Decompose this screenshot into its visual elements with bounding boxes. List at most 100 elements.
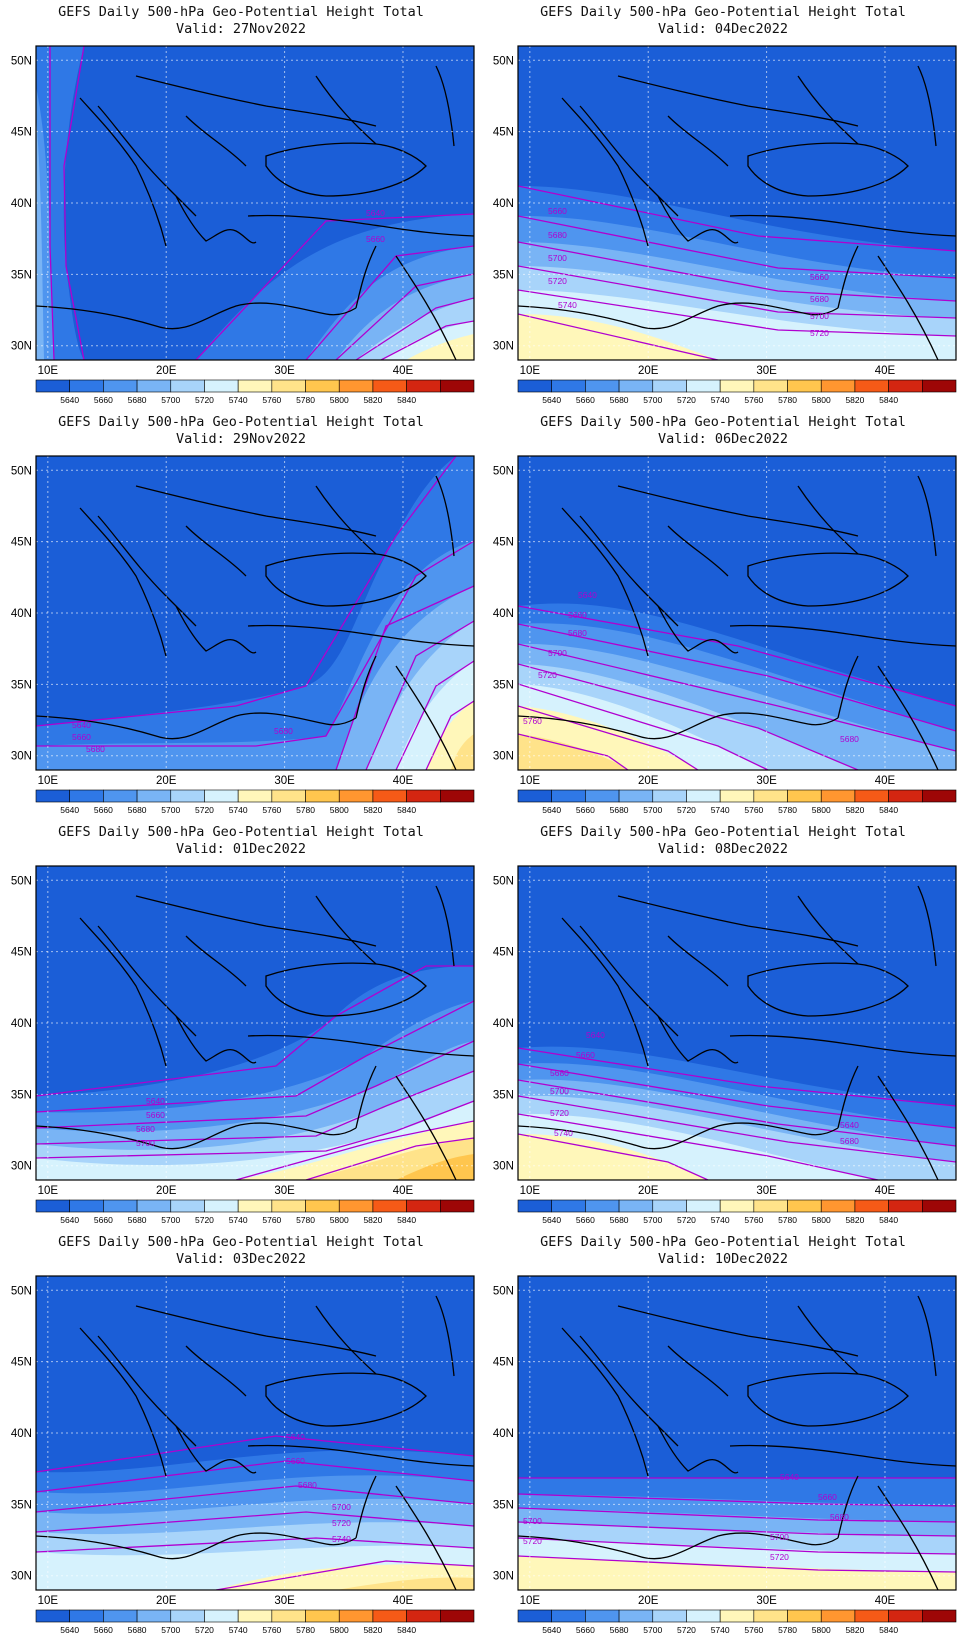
colorbar-label: 5720 bbox=[195, 1625, 214, 1635]
contour-line bbox=[518, 241, 956, 302]
colorbar-segment bbox=[753, 379, 788, 393]
contour-label: 5640 bbox=[840, 1120, 859, 1130]
coastline bbox=[79, 507, 167, 657]
colorbar-segment bbox=[136, 1609, 172, 1623]
filled-band bbox=[36, 116, 44, 360]
map-frame bbox=[35, 865, 475, 1181]
panel-title: GEFS Daily 500-hPa Geo-Potential Height … bbox=[540, 414, 906, 430]
coastline bbox=[917, 65, 937, 147]
colorbar-label: 5800 bbox=[812, 395, 831, 405]
map-panel-6: GEFS Daily 500-hPa Geo-Potential Height … bbox=[482, 820, 964, 1230]
coastline bbox=[729, 624, 956, 647]
lon-tick-label: 10E bbox=[38, 775, 59, 787]
coastline bbox=[657, 605, 739, 654]
colorbar-label: 5700 bbox=[161, 1215, 180, 1225]
contour-line bbox=[518, 1133, 709, 1180]
contour-label: 5640 bbox=[586, 1030, 605, 1040]
coastline bbox=[265, 552, 427, 607]
coastline bbox=[135, 485, 377, 537]
contour-line bbox=[305, 1137, 474, 1180]
colorbar-segment bbox=[103, 1199, 138, 1213]
colorbar-label: 5760 bbox=[744, 395, 763, 405]
coastline bbox=[561, 97, 649, 247]
colorbar-segment bbox=[338, 789, 374, 803]
filled-band bbox=[406, 334, 474, 360]
contour-line bbox=[518, 215, 956, 279]
coastline bbox=[579, 925, 679, 1037]
colorbar-label: 5820 bbox=[363, 1625, 382, 1635]
colorbar-label: 5740 bbox=[711, 1625, 730, 1635]
coastline bbox=[579, 105, 679, 217]
coastline bbox=[435, 475, 455, 557]
map-canvas: 50N 45N 40N 35N 30N 10E 20E 30E 40E 5640 5660 5640 5… bbox=[11, 45, 475, 405]
colorbar-label: 5820 bbox=[845, 395, 864, 405]
colorbar-label: 5820 bbox=[363, 805, 382, 815]
colorbar-segment bbox=[888, 379, 923, 393]
contour-label: 5680 bbox=[274, 726, 293, 736]
colorbar-label: 5640 bbox=[60, 805, 79, 815]
colorbar-label: 5680 bbox=[610, 1215, 629, 1225]
coastline bbox=[97, 925, 197, 1037]
colorbar-segment bbox=[652, 1199, 687, 1213]
colorbar-segment bbox=[103, 379, 138, 393]
contour-label: 5720 bbox=[810, 328, 829, 338]
colorbar-segment bbox=[753, 1609, 788, 1623]
lat-tick-label: 35N bbox=[493, 269, 514, 281]
lat-tick-label: 30N bbox=[493, 341, 514, 353]
colorbar-label: 5840 bbox=[879, 1625, 898, 1635]
colorbar-segment bbox=[618, 1199, 654, 1213]
lat-tick-label: 40N bbox=[493, 608, 514, 620]
lon-tick-label: 40E bbox=[875, 775, 896, 787]
colorbar-label: 5700 bbox=[643, 1625, 662, 1635]
lon-tick-label: 30E bbox=[274, 365, 295, 377]
colorbar-label: 5700 bbox=[161, 1625, 180, 1635]
lon-tick-label: 20E bbox=[638, 365, 659, 377]
coastline bbox=[435, 885, 455, 967]
map-frame bbox=[517, 865, 957, 1181]
colorbar-segment bbox=[271, 1199, 306, 1213]
lat-tick-label: 50N bbox=[11, 465, 32, 477]
panel-title: GEFS Daily 500-hPa Geo-Potential Height … bbox=[58, 4, 424, 20]
colorbar-segment bbox=[686, 1199, 721, 1213]
panel-valid-date: Valid: 29Nov2022 bbox=[175, 431, 307, 447]
contour-label: 5740 bbox=[554, 1128, 573, 1138]
lon-tick-label: 20E bbox=[638, 775, 659, 787]
coastline bbox=[837, 655, 859, 719]
colorbar-label: 5660 bbox=[576, 395, 595, 405]
coastline bbox=[518, 1122, 839, 1150]
contour-line bbox=[36, 540, 474, 747]
colorbar-label: 5780 bbox=[296, 395, 315, 405]
panel-valid-date: Valid: 01Dec2022 bbox=[175, 841, 307, 857]
coastline bbox=[579, 1335, 679, 1447]
coastline bbox=[729, 1444, 956, 1467]
colorbar-segment bbox=[136, 1199, 172, 1213]
contour-label: 5700 bbox=[523, 1516, 542, 1526]
colorbar-label: 5760 bbox=[262, 395, 281, 405]
panel-title: GEFS Daily 500-hPa Geo-Potential Height … bbox=[58, 824, 424, 840]
coastline bbox=[97, 105, 197, 217]
colorbar-label: 5820 bbox=[363, 1215, 382, 1225]
coastline bbox=[247, 1034, 474, 1057]
coastline bbox=[265, 1372, 427, 1427]
colorbar-segment bbox=[35, 1199, 70, 1213]
contour-line bbox=[49, 46, 55, 360]
coastline bbox=[265, 142, 427, 197]
colorbar-segment bbox=[69, 379, 104, 393]
coastline bbox=[837, 245, 859, 309]
lon-tick-label: 40E bbox=[393, 1595, 414, 1607]
colorbar-label: 5660 bbox=[94, 805, 113, 815]
colorbar-segment bbox=[204, 789, 239, 803]
colorbar-segment bbox=[440, 1609, 475, 1623]
coastline bbox=[175, 605, 257, 654]
contour-line bbox=[195, 213, 474, 360]
filled-band bbox=[396, 1154, 474, 1180]
colorbar-segment bbox=[618, 1609, 654, 1623]
coastline bbox=[657, 1425, 739, 1474]
colorbar-segment bbox=[35, 1609, 70, 1623]
colorbar-label: 5740 bbox=[711, 1215, 730, 1225]
colorbar-label: 5680 bbox=[128, 805, 147, 815]
filled-band bbox=[451, 734, 474, 770]
coastline bbox=[395, 255, 457, 360]
contour-label: 5700 bbox=[550, 1086, 569, 1096]
colorbar-label: 5660 bbox=[94, 1625, 113, 1635]
